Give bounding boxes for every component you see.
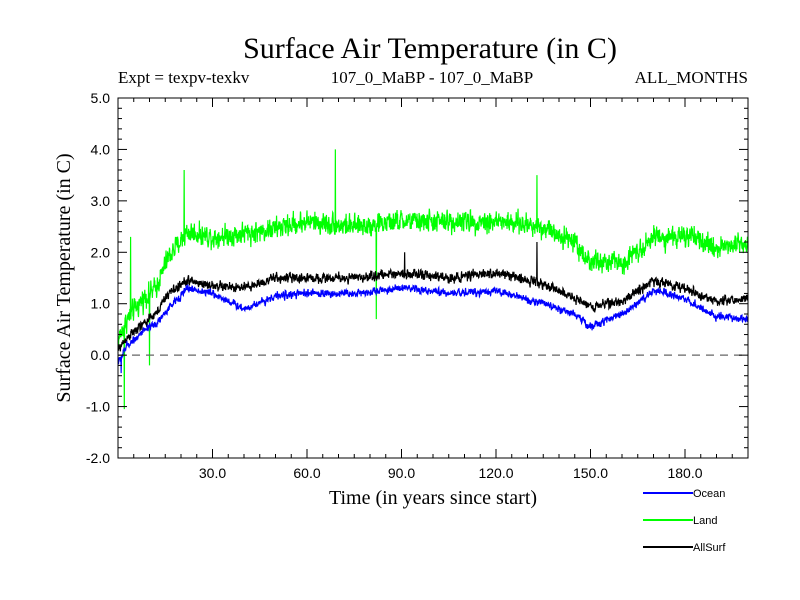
y-tick-label: 0.0 bbox=[91, 347, 111, 363]
experiment-label: Expt = texpv-texkv bbox=[118, 68, 250, 87]
y-tick-label: 2.0 bbox=[91, 244, 111, 260]
y-axis-label: Surface Air Temperature (in C) bbox=[53, 153, 75, 402]
x-tick-label: 120.0 bbox=[478, 465, 513, 481]
legend-label-land: Land bbox=[693, 515, 717, 527]
series-line-ocean bbox=[118, 284, 748, 374]
x-tick-label: 60.0 bbox=[293, 465, 320, 481]
x-axis-label: Time (in years since start) bbox=[329, 487, 537, 509]
axis-ticks bbox=[118, 97, 748, 459]
y-tick-label: 1.0 bbox=[91, 296, 111, 312]
series-line-land bbox=[118, 149, 748, 410]
y-tick-label: 3.0 bbox=[91, 193, 111, 209]
y-tick-labels: -2.0 -1.0 0.0 1.0 2.0 3.0 4.0 5.0 bbox=[86, 90, 110, 466]
months-label: ALL_MONTHS bbox=[635, 68, 748, 87]
legend: Ocean Land AllSurf bbox=[643, 488, 726, 554]
x-tick-label: 150.0 bbox=[573, 465, 608, 481]
x-tick-labels: 30.0 60.0 90.0 120.0 150.0 180.0 bbox=[199, 465, 703, 481]
x-tick-label: 30.0 bbox=[199, 465, 226, 481]
period-label: 107_0_MaBP - 107_0_MaBP bbox=[331, 68, 533, 87]
series-line-allsurf bbox=[118, 241, 748, 352]
legend-label-ocean: Ocean bbox=[693, 488, 725, 500]
x-tick-label: 180.0 bbox=[667, 465, 702, 481]
y-tick-label: -1.0 bbox=[86, 399, 110, 415]
series-layer bbox=[118, 149, 748, 410]
legend-label-allsurf: AllSurf bbox=[693, 542, 726, 554]
y-tick-label: 4.0 bbox=[91, 141, 111, 157]
chart-title: Surface Air Temperature (in C) bbox=[243, 32, 617, 65]
y-tick-label: -2.0 bbox=[86, 450, 110, 466]
y-tick-label: 5.0 bbox=[91, 90, 111, 106]
x-tick-label: 90.0 bbox=[388, 465, 415, 481]
